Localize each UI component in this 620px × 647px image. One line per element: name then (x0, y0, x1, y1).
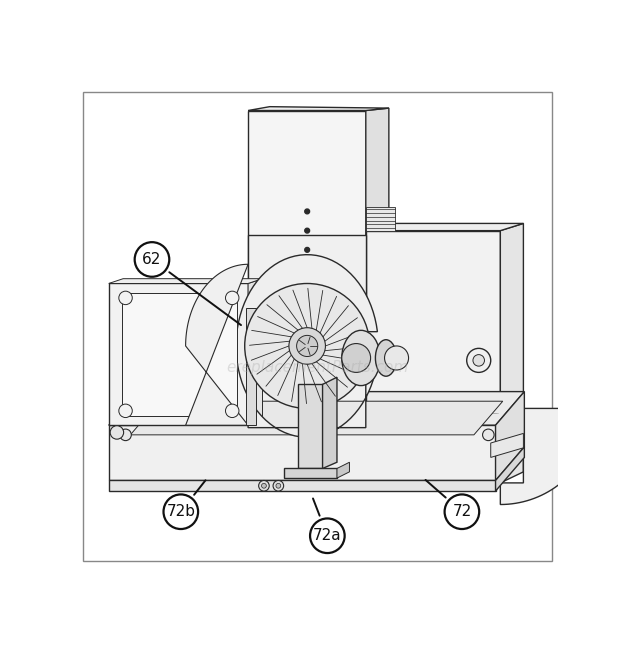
Polygon shape (108, 391, 525, 425)
Circle shape (276, 483, 281, 488)
Ellipse shape (375, 340, 397, 376)
Text: 72a: 72a (313, 528, 342, 543)
Text: 72: 72 (452, 504, 472, 520)
Circle shape (305, 228, 309, 233)
Circle shape (226, 291, 239, 305)
Polygon shape (185, 264, 248, 425)
Circle shape (342, 344, 371, 373)
Circle shape (119, 291, 132, 305)
Circle shape (305, 247, 309, 252)
Polygon shape (246, 307, 256, 425)
Polygon shape (248, 111, 366, 483)
Polygon shape (108, 481, 495, 491)
Circle shape (310, 518, 345, 553)
Polygon shape (284, 468, 337, 478)
Text: 62: 62 (143, 252, 162, 267)
Polygon shape (491, 433, 523, 457)
Polygon shape (130, 401, 503, 435)
Circle shape (445, 494, 479, 529)
Polygon shape (298, 384, 322, 468)
Polygon shape (248, 236, 366, 428)
Circle shape (245, 283, 370, 408)
Circle shape (259, 481, 269, 491)
Polygon shape (108, 279, 262, 283)
Circle shape (289, 327, 326, 364)
Text: 72b: 72b (166, 504, 195, 520)
Circle shape (305, 209, 309, 214)
Ellipse shape (342, 331, 380, 386)
Polygon shape (495, 447, 525, 491)
Circle shape (262, 483, 267, 488)
Circle shape (273, 481, 283, 491)
Circle shape (355, 352, 367, 364)
Circle shape (135, 242, 169, 277)
Circle shape (473, 355, 484, 366)
Circle shape (301, 326, 313, 337)
Circle shape (110, 426, 123, 439)
Circle shape (120, 429, 131, 441)
Circle shape (226, 404, 239, 417)
Polygon shape (248, 279, 262, 425)
Text: ereplacementParts.com: ereplacementParts.com (227, 360, 409, 375)
Polygon shape (108, 283, 248, 425)
Polygon shape (337, 462, 350, 478)
Polygon shape (108, 425, 495, 481)
Polygon shape (248, 107, 389, 111)
Polygon shape (366, 108, 389, 483)
Circle shape (467, 348, 491, 373)
Polygon shape (495, 391, 525, 481)
Circle shape (119, 404, 132, 417)
Polygon shape (236, 255, 378, 437)
Circle shape (482, 429, 494, 441)
Circle shape (384, 346, 409, 370)
Polygon shape (500, 223, 523, 483)
Circle shape (164, 494, 198, 529)
Polygon shape (322, 377, 337, 468)
Polygon shape (366, 230, 500, 483)
Circle shape (296, 335, 317, 356)
Polygon shape (366, 206, 394, 230)
Polygon shape (500, 408, 596, 505)
Polygon shape (122, 293, 237, 415)
Polygon shape (366, 223, 523, 230)
